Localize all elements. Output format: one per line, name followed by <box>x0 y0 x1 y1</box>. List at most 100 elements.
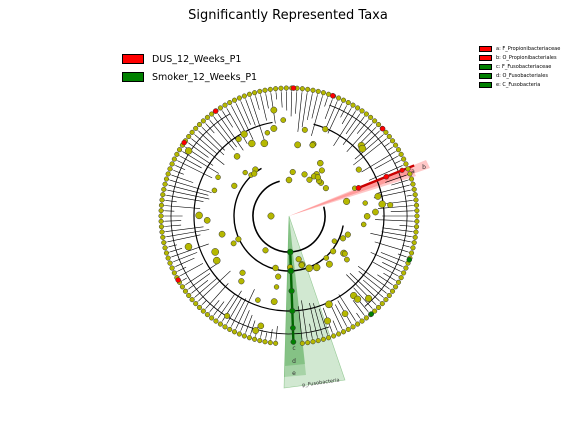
leaf-node <box>189 297 195 303</box>
enriched-leaf-dus <box>175 277 181 283</box>
leaf-branch <box>390 210 413 213</box>
clade-label-a: a: F_Propionibacteriaceae <box>496 45 561 52</box>
clade-legend-item-e: e: C_Fusobacteria <box>479 80 560 89</box>
internal-node <box>362 200 368 206</box>
leaf-branch <box>188 142 209 158</box>
internal-node <box>312 263 321 272</box>
leaf-branch <box>250 97 265 140</box>
leaf-node <box>401 156 407 162</box>
leaf-branch <box>165 205 201 209</box>
leaf-branch <box>175 165 186 171</box>
leaf-node <box>165 171 171 177</box>
leaf-branch <box>171 174 194 183</box>
leaf-node <box>299 340 305 346</box>
internal-node <box>309 142 316 149</box>
leaf-node <box>227 100 233 106</box>
internal-node <box>224 312 231 319</box>
leaf-node <box>340 329 347 335</box>
leaf-branch <box>231 105 245 131</box>
leaf-node <box>345 326 351 332</box>
leaf-node <box>160 192 166 198</box>
leaf-node <box>410 181 416 187</box>
leaf-branch <box>185 262 220 285</box>
leaf-node <box>390 138 396 144</box>
leaf-node <box>414 202 420 208</box>
internal-node <box>298 262 305 269</box>
internal-node <box>252 327 260 334</box>
leaf-node <box>315 88 321 94</box>
leaf-node <box>414 224 420 230</box>
leaf-branch <box>345 114 361 135</box>
leaf-node <box>278 85 284 91</box>
clade-label-d: d: O_Fusobacteriales <box>496 72 548 79</box>
leaf-node <box>262 87 268 93</box>
leaf-node <box>182 288 188 294</box>
clade-swatch-c <box>479 63 492 70</box>
leaf-branch <box>295 92 298 114</box>
leaf-node <box>395 147 402 153</box>
leaf-branch <box>368 165 403 181</box>
leaf-node <box>169 161 175 167</box>
figure-title: Significantly Represented Taxa <box>188 8 388 23</box>
leaf-node <box>204 114 210 120</box>
leaf-node <box>299 86 305 92</box>
leaf-branch <box>341 108 352 125</box>
leaf-branch <box>311 95 318 119</box>
internal-node <box>301 126 308 133</box>
leaf-node <box>257 88 263 94</box>
leaf-node <box>376 121 382 128</box>
leaf-branch <box>377 205 413 209</box>
internal-node <box>238 278 245 285</box>
leaf-branch <box>168 244 177 248</box>
leaf-branch <box>202 300 207 305</box>
internal-node <box>195 211 203 220</box>
leaf-branch <box>383 142 390 148</box>
leaf-node <box>363 111 369 117</box>
leaf-node <box>305 86 311 92</box>
leaf-branch <box>333 111 356 147</box>
leaf-branch <box>265 94 269 109</box>
internal-node <box>270 106 278 114</box>
leaf-node <box>414 208 420 214</box>
legend-label-dus: DUS_12_Weeks_P1 <box>152 53 242 65</box>
internal-node <box>272 264 279 272</box>
node-fusobacterium-leaf <box>290 339 297 345</box>
leaf-node <box>241 333 247 339</box>
leaf-branch <box>165 220 182 222</box>
leaf-branch <box>188 273 211 290</box>
leaf-node <box>209 111 215 117</box>
leaf-branch <box>361 151 396 173</box>
leaf-node <box>222 102 228 108</box>
leaf-branch <box>275 92 278 100</box>
leaf-branch <box>402 244 410 248</box>
internal-node <box>387 202 394 209</box>
internal-node <box>344 256 350 263</box>
leaf-branch <box>177 160 213 179</box>
internal-node <box>260 139 269 148</box>
internal-node <box>184 242 193 251</box>
leaf-node <box>326 335 332 341</box>
internal-node <box>255 297 261 303</box>
leaf-node <box>176 147 183 153</box>
internal-node <box>344 231 351 238</box>
leaf-node <box>193 125 199 131</box>
leaf-node <box>412 192 418 198</box>
leaf-branch <box>205 283 229 309</box>
leaf-node <box>236 95 242 101</box>
leaf-branch <box>191 280 209 294</box>
leaf-node <box>186 133 192 140</box>
clade-legend-item-b: b: O_Propionibacteriales <box>479 53 560 62</box>
leaf-node <box>413 197 419 203</box>
leaf-node <box>336 331 342 337</box>
leaf-node <box>174 151 180 157</box>
leaf-node <box>320 90 326 96</box>
sector-label-b: b <box>422 164 426 171</box>
leaf-branch <box>342 117 365 145</box>
leaf-node <box>267 340 273 346</box>
leaf-node <box>408 176 415 182</box>
arc-level-2 <box>233 167 344 272</box>
leaf-node <box>350 102 356 108</box>
internal-node <box>270 125 278 132</box>
leaf-node <box>158 218 164 224</box>
node-propionibacteriaceae <box>383 173 390 180</box>
